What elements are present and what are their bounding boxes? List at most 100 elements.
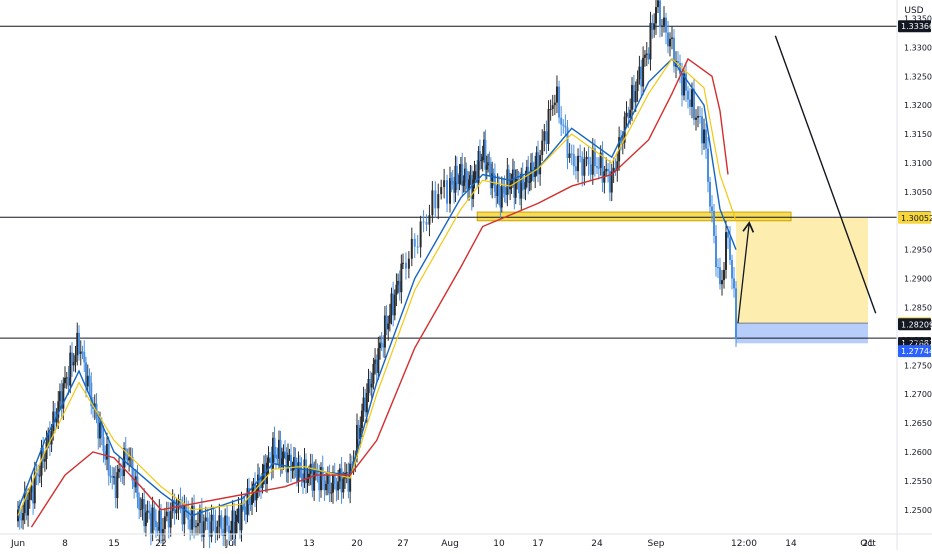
candle-body bbox=[143, 499, 146, 527]
candle-body bbox=[685, 73, 687, 91]
candle-body bbox=[450, 178, 453, 181]
candle-body bbox=[531, 162, 534, 170]
x-tick-label: 21 bbox=[862, 539, 873, 549]
y-tick-label: 1.25000 bbox=[904, 506, 932, 515]
candle-body bbox=[419, 221, 422, 248]
countdown-timer: 03:36:24 bbox=[901, 336, 932, 345]
candle-body bbox=[38, 475, 41, 477]
candle-body bbox=[76, 332, 79, 356]
candle-body bbox=[156, 526, 159, 531]
candle-body bbox=[379, 342, 381, 349]
candle-body bbox=[657, 0, 659, 8]
candle-body bbox=[416, 246, 419, 248]
candle-body bbox=[224, 515, 227, 536]
candle-body bbox=[539, 155, 542, 175]
candle-body bbox=[144, 512, 147, 527]
candle-body bbox=[388, 315, 391, 324]
candle-body bbox=[472, 179, 475, 200]
candle-body bbox=[246, 488, 249, 515]
candle-body bbox=[128, 457, 131, 461]
candle-body bbox=[362, 397, 365, 411]
candle-body bbox=[99, 422, 101, 439]
candle-body bbox=[612, 167, 615, 172]
candle-body bbox=[200, 509, 203, 537]
candle-body bbox=[43, 459, 46, 462]
candle-body bbox=[667, 32, 669, 47]
zones-layer bbox=[476, 211, 868, 344]
candle-body bbox=[28, 492, 31, 500]
candle-body bbox=[572, 153, 575, 167]
candle-body bbox=[400, 263, 403, 293]
drawings bbox=[737, 35, 877, 324]
candle-body bbox=[545, 131, 548, 145]
candle-body bbox=[231, 510, 234, 531]
candle-body bbox=[663, 17, 665, 26]
candle-body bbox=[583, 158, 586, 176]
x-tick-label: Jul bbox=[225, 539, 237, 549]
y-tick-label: 1.25500 bbox=[904, 477, 932, 486]
candle-body bbox=[673, 37, 675, 67]
candle-body bbox=[30, 485, 33, 493]
candle-body bbox=[64, 377, 66, 384]
candle-body bbox=[136, 476, 139, 498]
candle-body bbox=[74, 355, 77, 363]
candle-body bbox=[697, 115, 699, 118]
candle-body bbox=[614, 167, 617, 171]
candle-body bbox=[721, 280, 723, 285]
candle-body bbox=[585, 156, 588, 159]
candle-body bbox=[491, 173, 494, 189]
candle-body bbox=[407, 258, 410, 269]
candle-body bbox=[347, 472, 350, 492]
y-tick-label: 1.32500 bbox=[904, 72, 932, 81]
candle-body bbox=[385, 315, 388, 330]
candle-body bbox=[543, 131, 546, 141]
candle-body bbox=[502, 186, 505, 188]
candle-body bbox=[97, 418, 100, 439]
target-zone bbox=[736, 217, 868, 324]
candle-body bbox=[374, 359, 377, 364]
candle-body bbox=[597, 167, 600, 169]
candle-body bbox=[296, 466, 298, 482]
candle-body bbox=[273, 437, 276, 455]
candle-body bbox=[55, 417, 58, 423]
candle-body bbox=[20, 518, 23, 521]
candle-body bbox=[398, 280, 401, 293]
candle-body bbox=[69, 352, 72, 386]
candle-body bbox=[360, 410, 363, 428]
candle-body bbox=[496, 184, 499, 197]
candle-body bbox=[599, 152, 602, 168]
candle-body bbox=[266, 462, 268, 484]
candle-body bbox=[636, 79, 639, 92]
candle-body bbox=[453, 184, 456, 193]
candle-body bbox=[285, 452, 288, 473]
candle-body bbox=[509, 184, 512, 190]
candle-body bbox=[446, 180, 449, 204]
candle-body bbox=[705, 129, 707, 149]
candle-body bbox=[234, 521, 237, 534]
candle-body bbox=[525, 166, 528, 183]
ema_mid-line bbox=[17, 58, 737, 516]
candle-body bbox=[141, 499, 144, 509]
price-badge bbox=[898, 211, 931, 224]
candle-body bbox=[495, 191, 498, 197]
candle-body bbox=[196, 522, 199, 527]
candle-body bbox=[333, 473, 336, 485]
candle-body bbox=[616, 161, 619, 171]
candle-body bbox=[387, 323, 390, 330]
y-tick-label: 1.33500 bbox=[904, 14, 932, 23]
candle-body bbox=[37, 474, 40, 476]
candle-body bbox=[109, 475, 112, 477]
candle-body bbox=[167, 511, 170, 528]
x-tick-label: Oct bbox=[860, 539, 876, 549]
candle-body bbox=[90, 382, 93, 407]
candle-body bbox=[562, 124, 565, 126]
candle-body bbox=[32, 485, 35, 504]
candle-body bbox=[395, 284, 398, 295]
candle-body bbox=[481, 156, 484, 161]
candle-body bbox=[321, 467, 324, 481]
candle-body bbox=[665, 17, 667, 33]
candle-body bbox=[270, 458, 273, 470]
ema_fast-line bbox=[17, 57, 737, 517]
